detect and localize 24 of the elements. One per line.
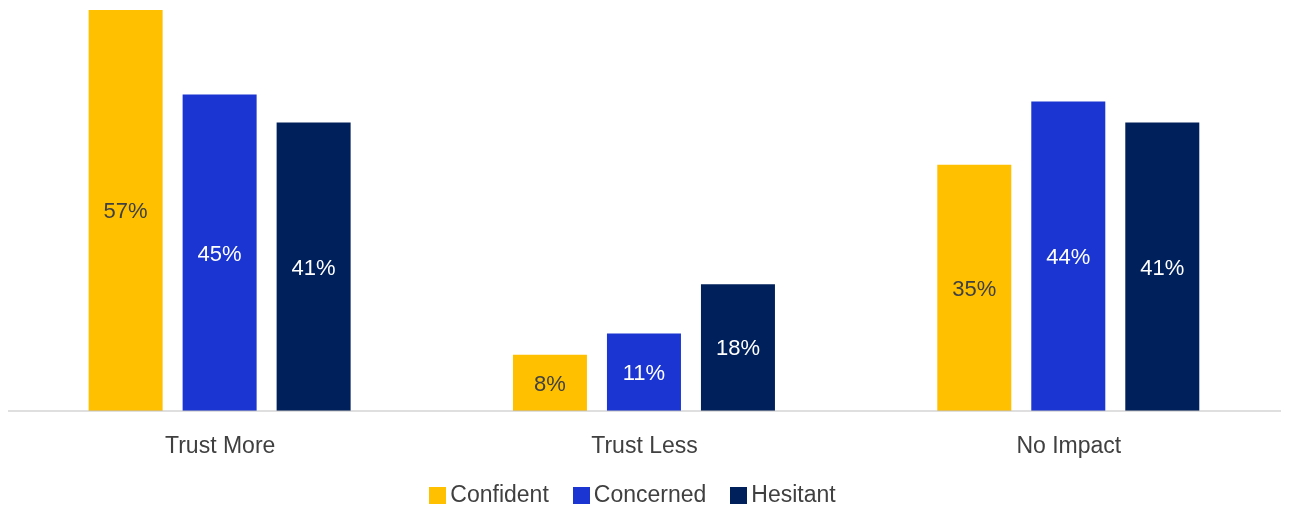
bar xyxy=(1125,122,1200,411)
legend-label: Hesitant xyxy=(751,481,836,507)
bar xyxy=(1031,101,1106,411)
bar xyxy=(937,164,1012,411)
data-label: 44% xyxy=(1046,244,1091,270)
data-label: 57% xyxy=(103,198,148,224)
data-label: 11% xyxy=(622,360,666,386)
x-tick-label: Trust Less xyxy=(591,432,698,459)
data-label: 18% xyxy=(715,335,760,361)
bar xyxy=(512,354,587,411)
bar xyxy=(700,284,775,411)
x-tick-label: Trust More xyxy=(165,432,276,459)
data-label: 41% xyxy=(1140,254,1185,280)
data-label: 8% xyxy=(534,370,566,396)
data-label: 45% xyxy=(197,240,242,266)
legend-label: Confident xyxy=(450,481,549,507)
legend-label: Concerned xyxy=(593,481,707,507)
bar xyxy=(182,94,257,411)
bar xyxy=(276,122,351,411)
x-tick-label: No Impact xyxy=(1016,432,1122,459)
data-label: 35% xyxy=(952,275,997,301)
bar xyxy=(88,10,163,411)
data-label: 41% xyxy=(291,254,336,280)
bar xyxy=(606,333,681,411)
